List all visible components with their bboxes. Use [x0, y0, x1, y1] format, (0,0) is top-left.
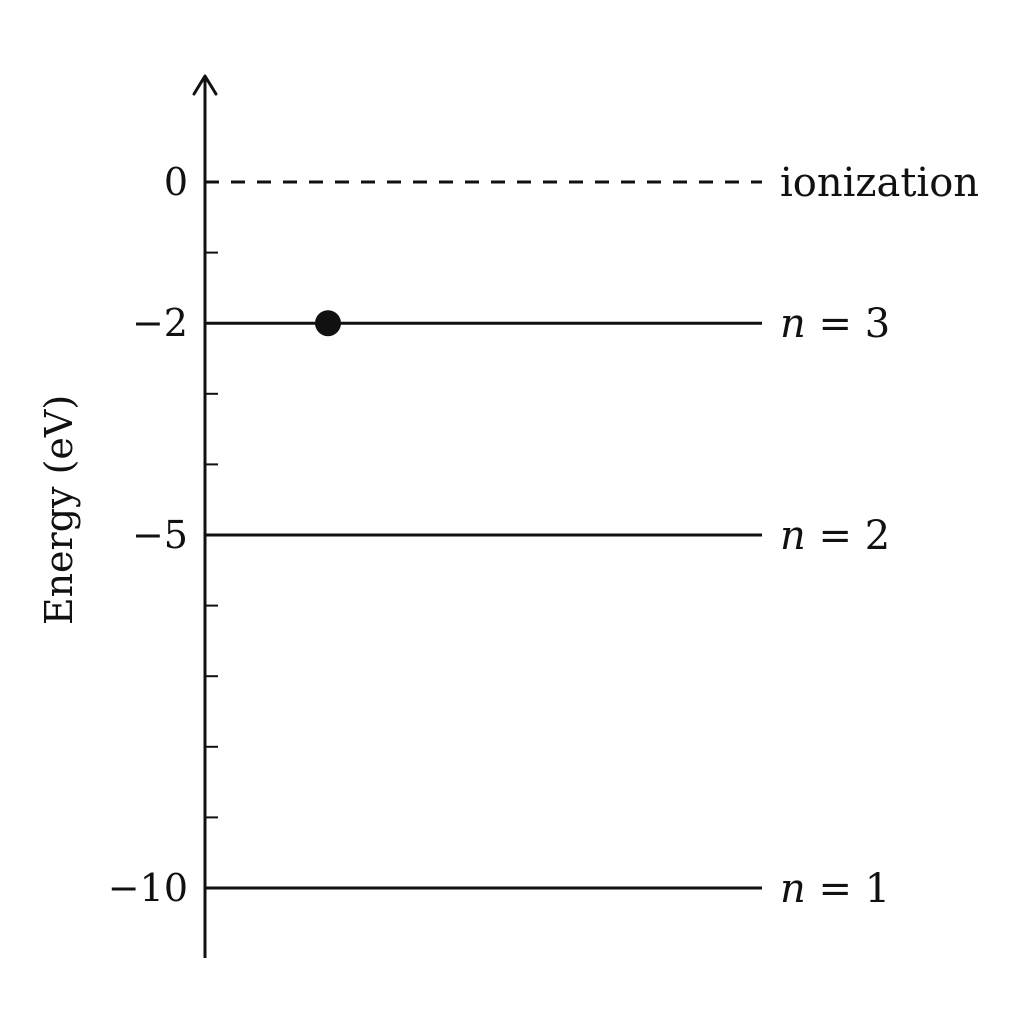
level-label: n = 2: [780, 513, 890, 559]
axis-arrowhead: [192, 74, 218, 96]
axis-title: Energy (eV): [37, 395, 81, 625]
level-label: ionization: [780, 160, 979, 206]
level-quantum-number-value: = 3: [806, 301, 890, 347]
tick-labels: 0 −2 −5 −10: [108, 160, 188, 910]
tick-label: −2: [132, 301, 188, 345]
electron-dot: [315, 310, 341, 337]
level-quantum-number-symbol: n: [780, 866, 806, 912]
level-label: n = 3: [780, 301, 890, 347]
level-quantum-number-value: = 1: [806, 866, 890, 912]
level-quantum-number-value: = 2: [806, 513, 890, 559]
level-label: n = 1: [780, 866, 890, 912]
level-quantum-number-symbol: n: [780, 301, 806, 347]
tick-label: −10: [108, 866, 188, 910]
tick-label: 0: [164, 160, 188, 204]
level-quantum-number-symbol: n: [780, 513, 806, 559]
tick-label: −5: [132, 513, 188, 557]
